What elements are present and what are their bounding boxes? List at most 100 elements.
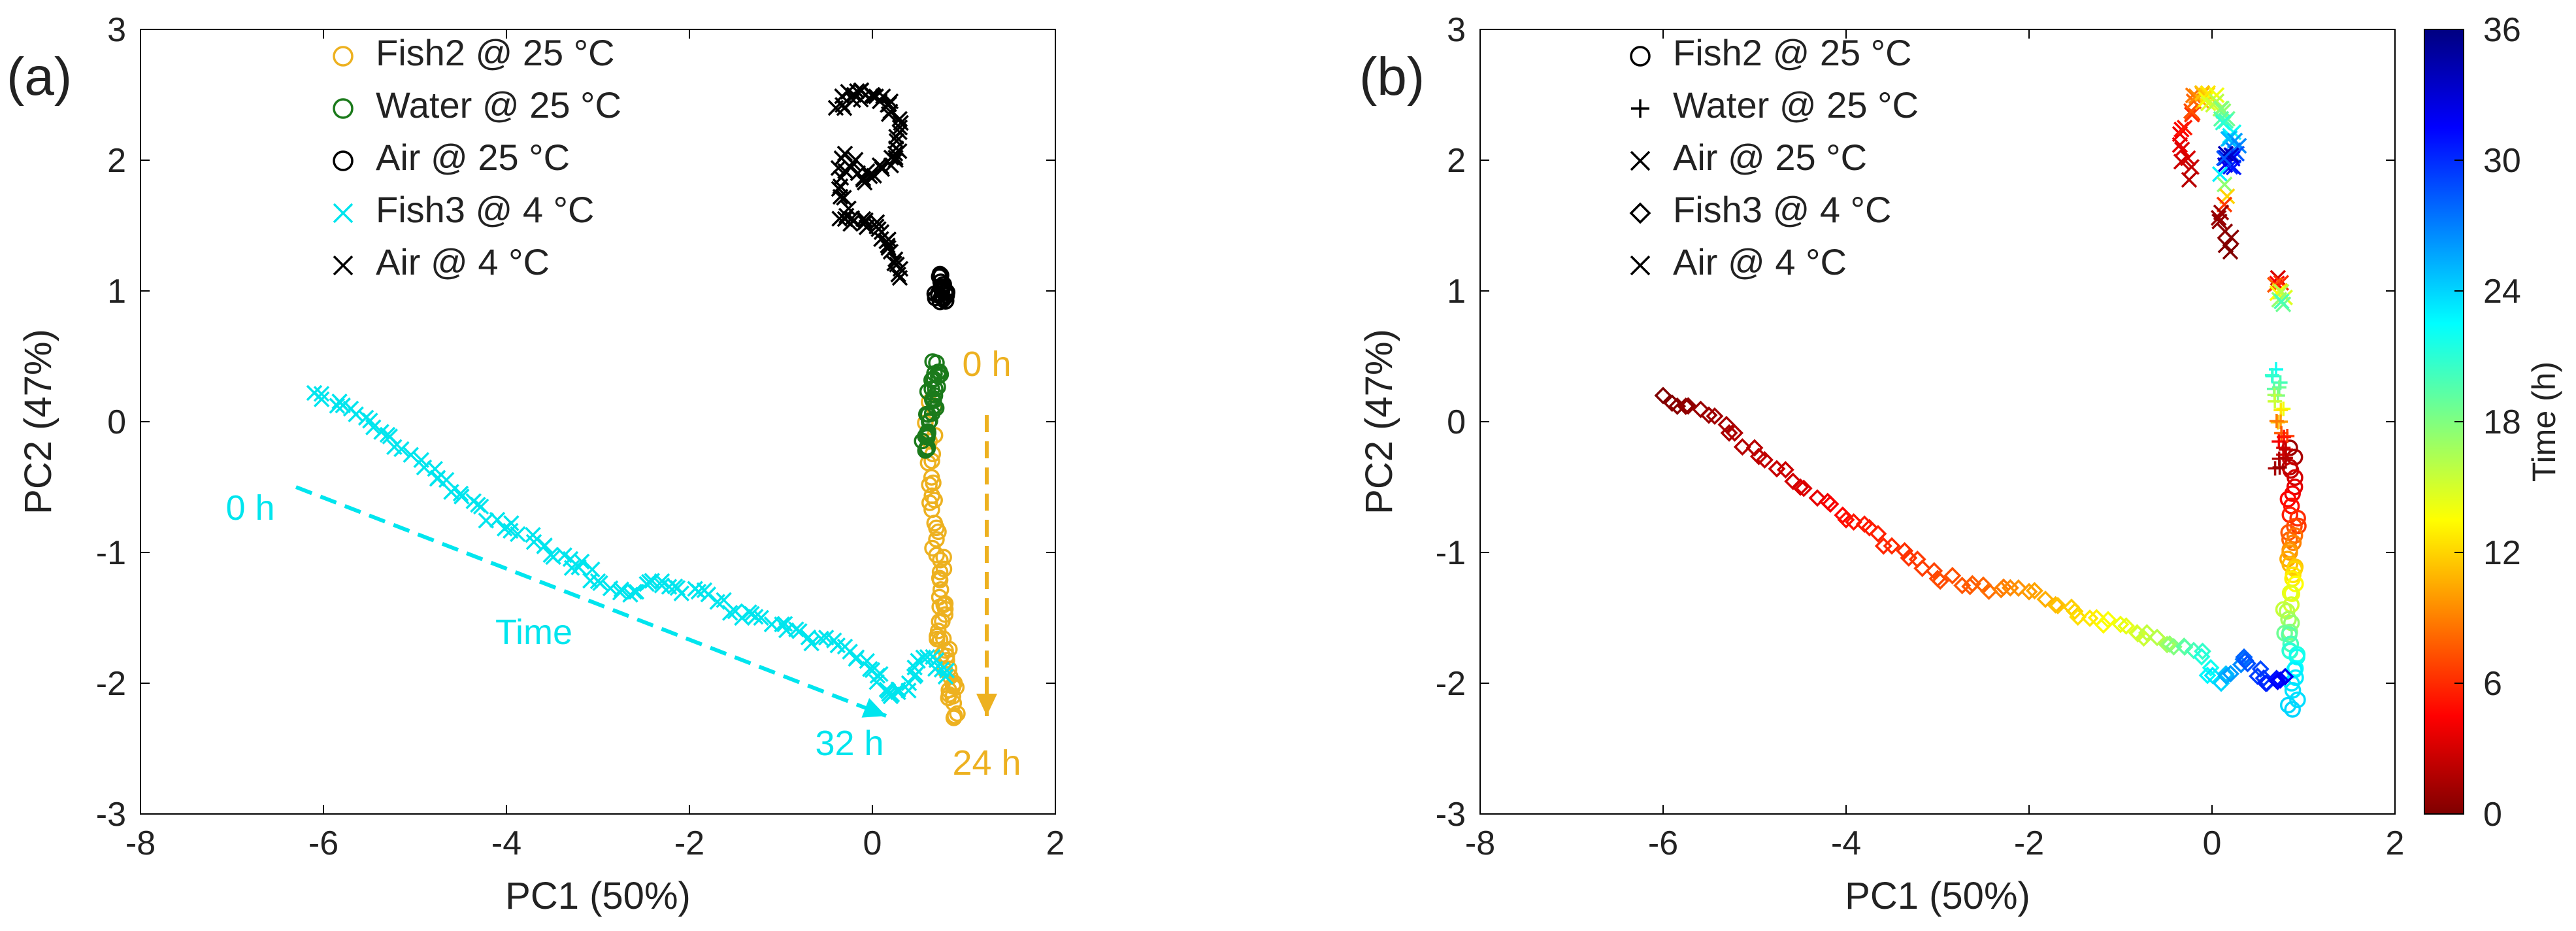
data-point (2284, 701, 2301, 718)
data-point (2204, 666, 2222, 685)
data-point (525, 533, 542, 550)
data-point (2176, 120, 2193, 136)
data-point (2020, 583, 2038, 601)
x-tick-label: 2 (2386, 824, 2405, 862)
panel-b-ticks: -8 -6 -4 -2 0 2 -3 -2 -1 0 1 2 3 (1436, 11, 2405, 862)
data-point (1963, 575, 1981, 593)
data-point (935, 549, 952, 566)
data-point (938, 662, 955, 679)
annotation-label: 0 h (962, 345, 1011, 384)
y-tick-label: -1 (96, 534, 126, 572)
data-point (2217, 145, 2234, 162)
legend-marker (1630, 150, 1651, 171)
data-point (940, 689, 957, 707)
data-point (2222, 664, 2239, 683)
legend-label: Water @ 25 °C (376, 84, 621, 126)
data-point (2049, 596, 2067, 615)
data-point (2276, 401, 2291, 416)
data-point (1883, 537, 1901, 555)
data-point (2099, 611, 2117, 629)
data-point (2208, 93, 2225, 110)
y-tick-label: 2 (1447, 142, 1466, 180)
data-point (1706, 407, 1724, 425)
y-tick-label: -1 (1436, 534, 1466, 572)
data-point (2281, 626, 2298, 643)
data-point (2111, 615, 2130, 634)
data-point (921, 412, 938, 430)
colorbar: 0 6 12 18 24 30 36 Time (h) (2424, 11, 2562, 834)
legend-marker (1630, 46, 1651, 67)
legend-label: Fish2 @ 25 °C (1673, 32, 1912, 73)
data-point (935, 560, 953, 578)
data-point (1845, 513, 1863, 531)
data-point (2138, 624, 2156, 642)
data-point (2192, 648, 2211, 666)
data-point (853, 82, 870, 99)
data-point (382, 428, 398, 445)
data-point (928, 531, 945, 548)
y-tick-label: 3 (107, 11, 126, 49)
data-point (2235, 648, 2253, 666)
data-point (891, 119, 908, 136)
data-point (2183, 103, 2200, 120)
data-point (930, 523, 947, 541)
colorbar-tick-label: 24 (2483, 273, 2521, 311)
colorbar-tick-label: 12 (2483, 534, 2521, 572)
colorbar-label: Time (h) (2526, 362, 2562, 482)
data-point (690, 583, 707, 600)
data-point (2217, 667, 2236, 685)
data-point (832, 188, 849, 205)
legend-label: Fish3 @ 4 °C (1673, 189, 1891, 230)
data-point (2268, 394, 2283, 409)
colorbar-tick-label: 6 (2483, 665, 2502, 703)
data-point (641, 573, 657, 590)
colorbar-tick-label: 30 (2483, 142, 2521, 180)
data-point (2272, 460, 2287, 475)
x-tick-label: -4 (491, 824, 521, 862)
data-point (2239, 654, 2256, 673)
data-point (2273, 293, 2290, 310)
data-point (2180, 150, 2196, 167)
data-point (849, 83, 865, 99)
panel-b-marks (1654, 84, 2307, 718)
data-point (1700, 406, 1718, 424)
data-point (2094, 616, 2113, 634)
data-point (1860, 518, 1879, 537)
data-point (2216, 150, 2232, 167)
data-point (1733, 438, 1751, 456)
data-point (2210, 210, 2227, 226)
data-point (872, 666, 889, 683)
data-point (2264, 367, 2279, 382)
panel-a-xlabel: PC1 (50%) (505, 875, 691, 917)
data-point (949, 705, 966, 722)
y-tick-label: -3 (96, 796, 126, 834)
data-point (673, 585, 690, 601)
data-point (613, 581, 630, 598)
data-point (917, 442, 934, 459)
panel-b-legend: Fish2 @ 25 °C Water @ 25 °C Air @ 25 °C Fis… (1629, 32, 1919, 282)
data-point (900, 675, 917, 692)
panel-a-ylabel: PC2 (47%) (17, 329, 59, 515)
data-point (813, 630, 829, 647)
data-point (365, 419, 382, 435)
data-point (1913, 559, 1932, 577)
data-point (875, 88, 891, 105)
data-point (2211, 166, 2228, 182)
data-point (938, 652, 955, 669)
x-tick-label: 0 (863, 824, 882, 862)
data-point (887, 251, 904, 267)
data-point (628, 583, 645, 600)
data-point (2286, 527, 2304, 544)
annotation-label: 0 h (225, 488, 274, 528)
legend-marker (1629, 202, 1651, 224)
data-point (1808, 489, 1826, 507)
data-point (563, 560, 580, 576)
data-point (1717, 415, 1736, 433)
data-point (931, 571, 949, 588)
data-point (721, 605, 738, 621)
data-point (2148, 628, 2166, 647)
data-point (2281, 531, 2298, 549)
data-point (2281, 584, 2299, 601)
data-point (1896, 541, 1914, 560)
